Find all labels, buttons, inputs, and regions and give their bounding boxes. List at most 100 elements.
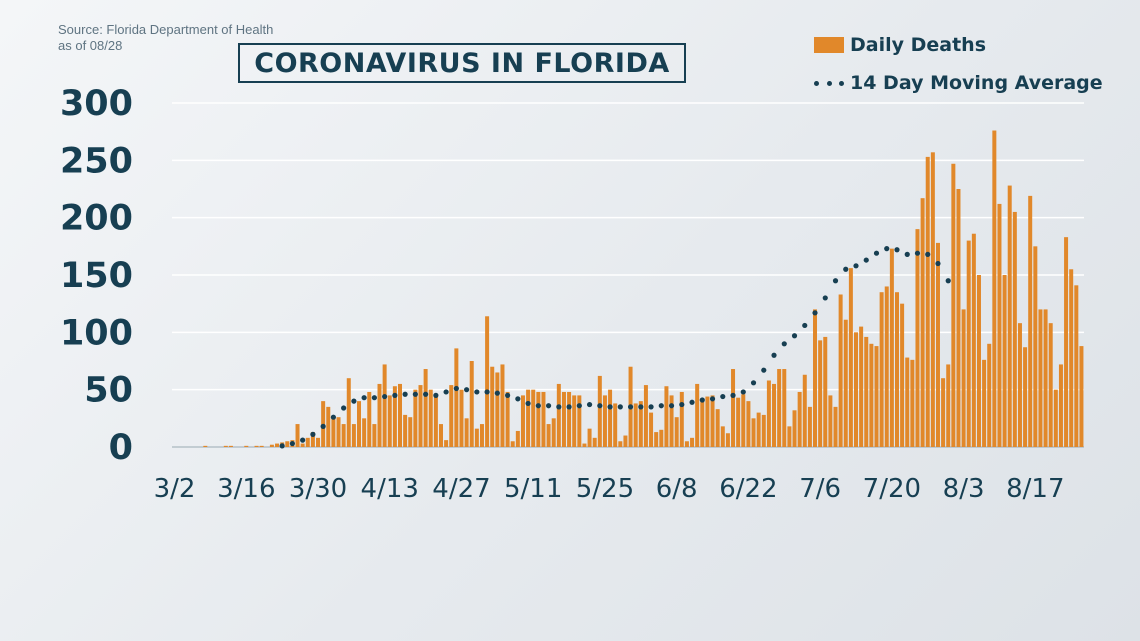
bar [859,326,864,447]
bar [382,364,387,447]
bar [357,401,362,447]
moving-average-point [535,403,541,409]
moving-average-point [556,404,562,410]
bar [1074,285,1079,447]
bar [469,361,474,447]
moving-average-point [484,389,490,395]
moving-average-point [884,246,890,252]
bar [254,445,259,447]
bar [679,391,684,447]
bar [223,445,228,447]
moving-average-point [740,389,746,395]
y-axis-ticks: 0 50 100 150 200 250 300 [60,84,133,468]
bar [935,242,940,447]
bar [433,395,438,447]
bar [459,389,464,447]
bar [316,437,321,447]
bar [700,401,705,447]
bar [500,364,505,447]
bar [833,406,838,447]
bar [772,383,777,447]
bar [1007,185,1012,447]
bar [428,389,433,447]
bar [300,443,305,447]
moving-average-point [894,247,900,253]
moving-average-point [648,404,654,410]
bar [474,428,479,447]
moving-average-point [494,390,500,396]
bar [438,424,443,447]
bar [351,424,356,447]
bar [741,394,746,447]
bar [838,294,843,447]
bar [1017,323,1022,447]
bar [392,386,397,447]
bar [643,385,648,447]
bar [408,417,413,447]
bar [720,426,725,447]
moving-average-point [453,385,459,392]
moving-average-point [525,400,531,407]
bar [915,229,920,447]
as-of-date: as of 08/28 [58,38,123,53]
bar [259,445,264,447]
moving-average-point [576,403,582,409]
bar [705,396,710,447]
bar [244,445,249,447]
legend-label-daily-deaths: Daily Deaths [850,34,987,56]
bar [418,385,423,447]
bar [813,309,818,447]
bar [982,359,987,447]
bar [582,443,587,447]
moving-average-point [730,392,736,398]
moving-average-point [750,380,757,386]
bar [802,374,807,447]
bar [510,441,515,447]
bar [900,303,905,447]
x-tick-label: 8/17 [1006,474,1064,504]
bar [1079,346,1084,447]
bar [864,336,869,447]
bar [638,401,643,447]
bar [454,348,459,447]
bar [818,340,823,447]
bar [203,445,208,447]
bar [572,395,577,447]
bar [946,364,951,447]
bar [592,437,597,447]
bar [275,443,280,447]
moving-average-point [699,397,705,403]
bar [920,198,925,447]
y-tick-label: 150 [60,256,133,296]
bar [674,417,679,447]
moving-average-point [791,333,798,339]
moving-average-point [720,393,726,400]
bar [285,441,290,447]
bar [597,375,602,447]
moving-average-point [330,414,336,420]
bar [495,372,500,447]
bar [874,346,879,447]
bar [1002,275,1007,447]
x-tick-label: 4/27 [432,474,490,504]
bar [551,418,556,447]
legend: Daily Deaths 14 Day Moving Average [814,26,1103,102]
bar [976,275,981,447]
moving-average-point [617,404,623,410]
bar [854,332,858,447]
x-tick-label: 6/22 [719,474,777,504]
y-tick-label: 50 [84,371,133,411]
bar [905,357,910,447]
daily-deaths-bars [203,130,1084,447]
bar [1058,364,1063,447]
moving-average-point [658,403,664,409]
moving-average-point [289,440,295,447]
legend-dots-swatch [814,80,844,86]
bar [336,417,341,447]
bar [515,430,520,447]
bar [377,383,382,447]
x-tick-label: 7/6 [799,474,841,504]
bar [618,441,623,447]
bar [1064,237,1069,447]
bar [766,380,771,447]
